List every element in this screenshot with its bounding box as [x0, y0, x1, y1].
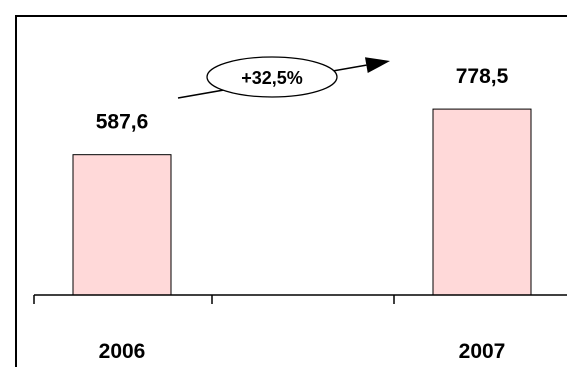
category-label-2006: 2006 — [99, 340, 146, 363]
growth-ellipse — [206, 56, 338, 98]
bars-group — [72, 108, 532, 296]
x-axis-ticks — [33, 295, 395, 304]
data-label-2007: 778,5 — [456, 65, 509, 88]
growth-percent-label: +32,5% — [241, 68, 303, 88]
labels-group: 587,6 2006 778,5 2007 — [96, 65, 509, 363]
growth-arrowhead — [364, 57, 390, 74]
category-label-2007: 2007 — [459, 340, 506, 363]
bar-2006 — [72, 154, 172, 296]
growth-annotation: +32,5% — [177, 56, 390, 99]
data-label-2006: 587,6 — [96, 111, 149, 134]
bar-2007 — [432, 108, 532, 296]
